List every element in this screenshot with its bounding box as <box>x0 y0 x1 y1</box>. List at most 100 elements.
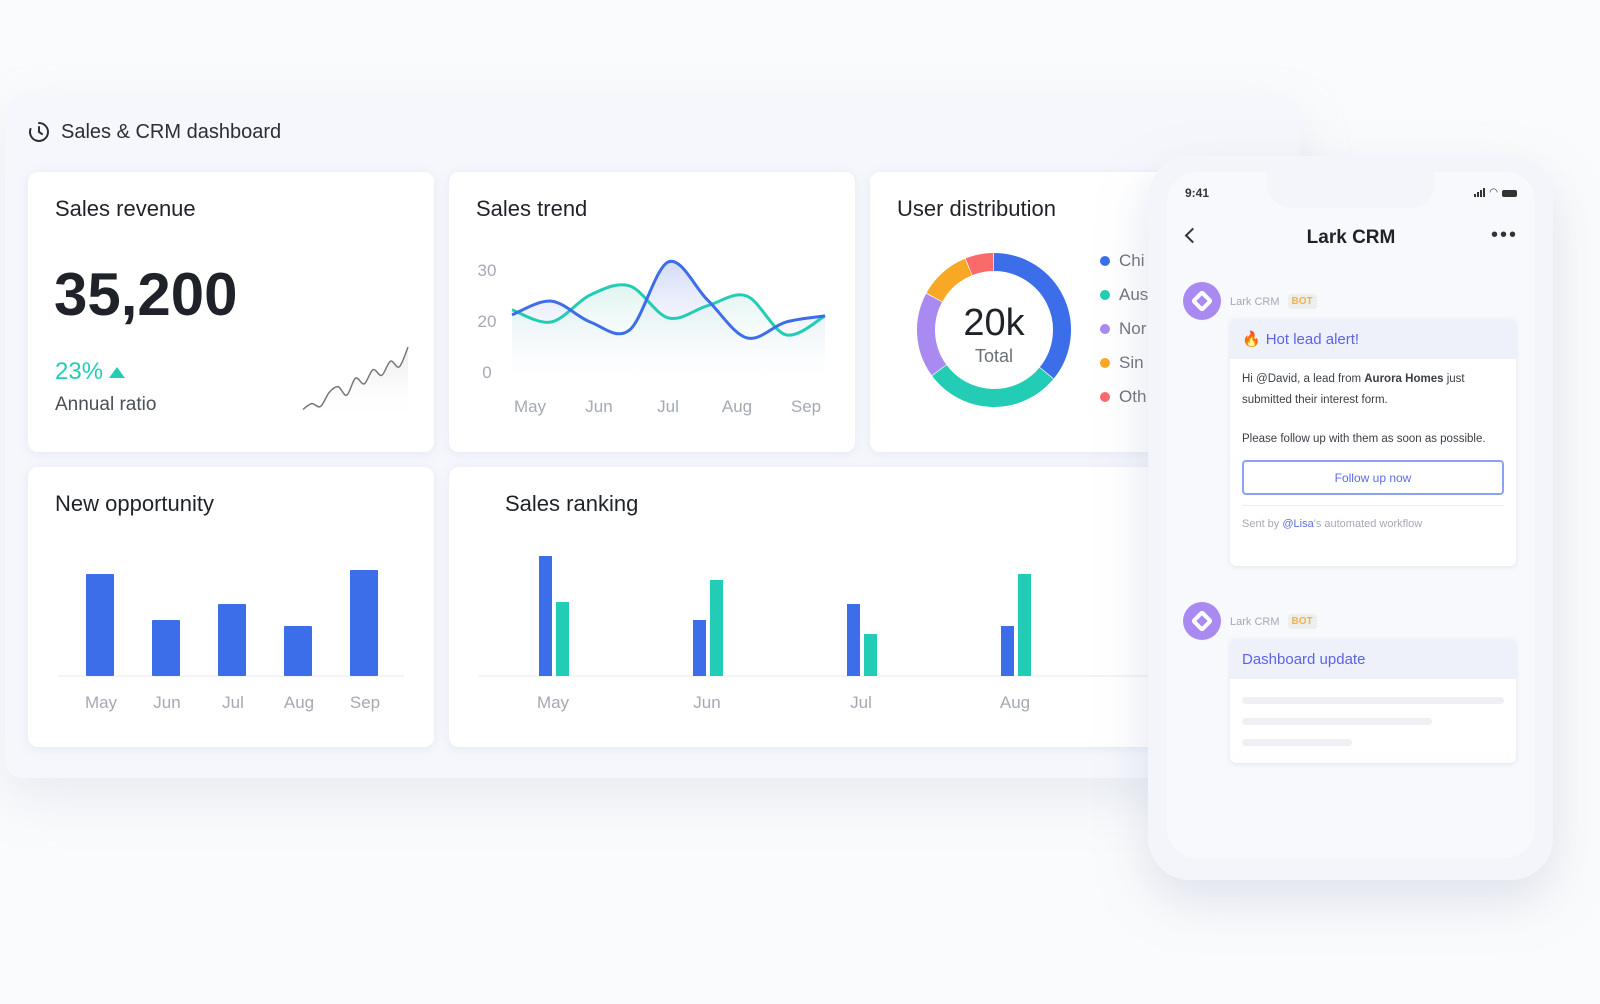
sales-trend-card[interactable]: Sales trend 30 20 0 May Jun Jul Aug Sep <box>449 172 855 452</box>
bar-blue <box>1001 626 1014 676</box>
triangle-up-icon <box>109 366 126 378</box>
sparkline-area <box>303 347 408 422</box>
message-text: Please follow up with them as soon as po… <box>1242 433 1486 445</box>
new-opportunity-card[interactable]: New opportunity May Jun Jul Aug Sep <box>28 467 434 747</box>
sales-revenue-card[interactable]: Sales revenue 35,200 23% Annual ratio <box>28 172 434 452</box>
bot-badge: BOT <box>1287 294 1317 309</box>
follow-up-button[interactable]: Follow up now <box>1242 460 1504 495</box>
sparkline <box>302 346 409 422</box>
legend-label: Chi <box>1119 251 1145 270</box>
bar <box>86 574 114 676</box>
hot-lead-message-card: 🔥 Hot lead alert! Hi @David, a lead from … <box>1230 319 1516 566</box>
signal-icon <box>1474 188 1486 197</box>
donut-slice <box>965 253 994 276</box>
legend-dot-icon <box>1100 290 1110 300</box>
donut-slice <box>926 258 973 302</box>
legend-label: Nor <box>1119 319 1147 338</box>
placeholder-line <box>1242 718 1432 725</box>
x-tick-label: Aug <box>722 397 752 416</box>
lark-logo-icon <box>1190 289 1214 313</box>
card-title: Sales revenue <box>55 196 196 221</box>
card-title: Sales trend <box>476 196 588 221</box>
dashboard-update-card[interactable]: Dashboard update <box>1230 639 1516 763</box>
donut-center-label: Total <box>974 346 1014 366</box>
bar <box>350 570 378 676</box>
ratio-label: Annual ratio <box>55 394 157 415</box>
x-tick-label: Sep <box>791 397 821 416</box>
x-tick-label: Jun <box>693 693 720 712</box>
phone-screen: 9:41 ◠ Lark CRM ••• Lark CRM BOT 🔥 Hot lea… <box>1167 172 1535 858</box>
card-title: New opportunity <box>55 491 214 516</box>
x-tick-label: Aug <box>284 693 314 712</box>
legend-label: Sin <box>1119 353 1144 372</box>
dashboard-title: Sales & CRM dashboard <box>61 120 282 143</box>
message-text: Hi @David, a lead from <box>1242 373 1365 385</box>
legend-dot-icon <box>1100 324 1110 334</box>
bar <box>218 604 246 676</box>
sender-name: Lark CRM <box>1230 295 1280 308</box>
legend-item[interactable]: Nor <box>1100 312 1148 346</box>
ratio-value: 23% <box>55 358 104 385</box>
card-title: User distribution <box>897 196 1056 221</box>
sparkline-line <box>302 346 409 410</box>
revenue-value: 35,200 <box>54 261 238 328</box>
more-options-button[interactable]: ••• <box>1490 224 1518 246</box>
x-tick-label: Jul <box>222 693 244 712</box>
phone-notch <box>1267 172 1435 208</box>
donut-slice <box>993 253 1071 379</box>
footer-text: 's automated workflow <box>1313 518 1423 530</box>
bar <box>152 620 180 676</box>
bar <box>284 626 312 676</box>
donut-slice <box>932 364 1054 407</box>
bar-teal <box>556 602 569 676</box>
legend-dot-icon <box>1100 358 1110 368</box>
donut-slice <box>917 293 947 376</box>
x-tick-label: May <box>85 693 118 712</box>
placeholder-line <box>1242 697 1504 704</box>
legend-item[interactable]: Oth <box>1100 380 1148 414</box>
status-time: 9:41 <box>1185 186 1210 200</box>
x-tick-label: May <box>537 693 570 712</box>
fire-icon: 🔥 <box>1242 331 1261 348</box>
battery-icon <box>1502 190 1517 197</box>
lark-logo-icon <box>1190 609 1214 633</box>
message-title: Hot lead alert! <box>1265 330 1360 348</box>
x-tick-label: Jun <box>153 693 180 712</box>
footer-text: Sent by <box>1242 518 1283 530</box>
legend-dot-icon <box>1100 392 1110 402</box>
sender-name: Lark CRM <box>1230 615 1280 628</box>
clock-icon <box>29 122 49 142</box>
message-text: just submitted their interest form. <box>1242 373 1465 406</box>
company-name: Aurora Homes <box>1364 373 1444 385</box>
bot-badge: BOT <box>1287 614 1317 629</box>
x-tick-label: Aug <box>1000 693 1030 712</box>
bot-avatar[interactable] <box>1183 282 1221 320</box>
legend-dot-icon <box>1100 256 1110 266</box>
legend-item[interactable]: Aus <box>1100 278 1148 312</box>
card-title: Sales ranking <box>505 491 639 516</box>
placeholder-line <box>1242 739 1352 746</box>
legend-label: Oth <box>1119 387 1147 406</box>
series-area-teal <box>512 284 825 387</box>
mention-link[interactable]: @Lisa <box>1282 518 1314 530</box>
bot-avatar[interactable] <box>1183 602 1221 640</box>
legend-item[interactable]: Chi <box>1100 244 1148 278</box>
bar-blue <box>693 620 706 676</box>
series-line-blue <box>511 259 826 340</box>
trend-chart: 30 20 0 May Jun Jul Aug Sep <box>478 259 826 416</box>
x-tick-label: Jul <box>657 397 679 416</box>
status-icons: ◠ <box>1474 187 1517 198</box>
wifi-icon: ◠ <box>1489 187 1498 198</box>
donut-chart <box>917 253 1071 407</box>
bar-blue <box>847 604 860 676</box>
chat-title: Lark CRM <box>1306 227 1396 248</box>
x-tick-label: May <box>514 397 547 416</box>
legend-item[interactable]: Sin <box>1100 346 1148 380</box>
message-title: Dashboard update <box>1242 650 1366 668</box>
x-tick-label: Jun <box>585 397 612 416</box>
ranking-chart: May Jun Jul Aug <box>479 556 1290 712</box>
legend: Chi Aus Nor Sin Oth <box>1100 244 1148 414</box>
bar-teal <box>710 580 723 676</box>
bar-teal <box>1018 574 1031 676</box>
donut-center-value: 20k <box>963 302 1025 344</box>
